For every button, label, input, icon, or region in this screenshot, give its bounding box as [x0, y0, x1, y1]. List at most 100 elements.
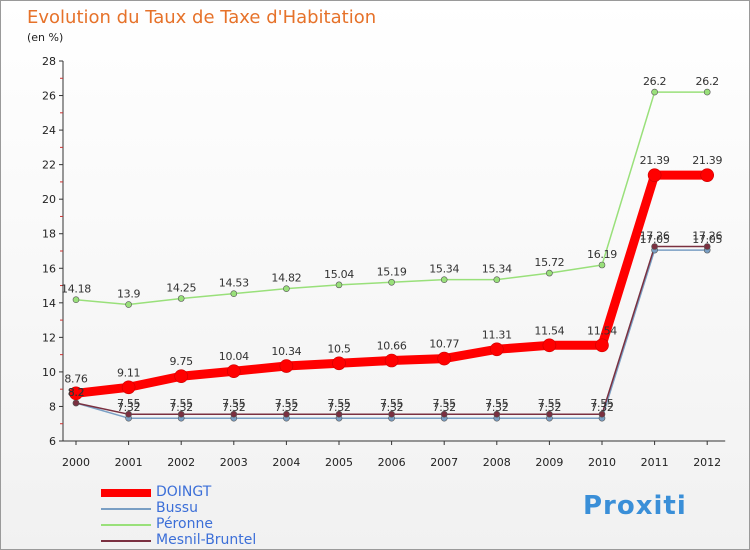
- data-label-mesnil-bruntel: 7.55: [538, 397, 562, 410]
- x-tick-label: 2005: [325, 456, 353, 469]
- data-label-mesnil-bruntel: 8.2: [68, 386, 85, 399]
- x-tick-label: 2010: [588, 456, 616, 469]
- data-label-doingt: 10.66: [377, 340, 407, 353]
- legend-label: DOINGT: [156, 484, 212, 500]
- point-mesnil-bruntel: [703, 243, 711, 250]
- point-doingt: [121, 380, 136, 395]
- point-mesnil-bruntel: [598, 410, 606, 418]
- x-tick-label: 2002: [167, 456, 195, 469]
- data-label-mesnil-bruntel: 7.55: [117, 397, 141, 410]
- data-label-doingt: 21.39: [692, 154, 722, 167]
- point-mesnil-bruntel: [651, 243, 658, 250]
- point-doingt: [647, 168, 662, 182]
- data-label-mesnil-bruntel: 7.55: [327, 397, 351, 410]
- y-tick-label: 18: [42, 228, 56, 241]
- data-label-doingt: 8.76: [64, 372, 88, 385]
- data-label-doingt: 21.39: [640, 154, 670, 167]
- x-tick-label: 2003: [220, 456, 248, 469]
- data-label-doingt: 11.31: [482, 328, 512, 341]
- legend-item-doingt: DOINGT: [101, 484, 321, 501]
- point-doingt: [69, 386, 83, 401]
- point-doingt: [227, 364, 241, 379]
- data-label-bussu: 7.32: [275, 401, 298, 414]
- data-label-mesnil-bruntel: 17.26: [640, 230, 670, 243]
- data-label-bussu: 17.05: [692, 233, 722, 246]
- data-label-p-ronne: 15.34: [429, 263, 459, 276]
- point-p-ronne: [546, 269, 553, 277]
- data-label-doingt: 10.5: [327, 342, 351, 355]
- data-label-bussu: 17.05: [640, 233, 670, 246]
- point-p-ronne: [651, 88, 658, 96]
- y-tick-label: 28: [42, 55, 56, 68]
- point-p-ronne: [335, 281, 343, 289]
- data-label-p-ronne: 14.82: [271, 272, 301, 285]
- data-label-mesnil-bruntel: 7.55: [275, 397, 299, 410]
- x-tick-label: 2009: [535, 456, 563, 469]
- point-p-ronne: [177, 295, 185, 302]
- data-label-doingt: 11.54: [587, 324, 617, 337]
- data-label-bussu: 7.32: [327, 401, 350, 414]
- y-tick-label: 14: [42, 297, 56, 310]
- point-p-ronne: [125, 301, 132, 308]
- data-label-bussu: 7.32: [117, 401, 140, 414]
- point-mesnil-bruntel: [283, 410, 290, 418]
- legend-swatch: [101, 508, 151, 510]
- data-label-bussu: 7.32: [170, 401, 193, 414]
- data-label-p-ronne: 15.19: [377, 265, 407, 278]
- data-label-p-ronne: 16.19: [587, 248, 617, 261]
- data-label-bussu: 7.32: [538, 401, 561, 414]
- point-mesnil-bruntel: [493, 410, 501, 418]
- data-label-p-ronne: 15.72: [534, 256, 564, 269]
- point-mesnil-bruntel: [230, 410, 238, 418]
- point-p-ronne: [440, 276, 448, 283]
- data-label-doingt: 10.04: [219, 350, 249, 363]
- legend-label: Péronne: [156, 516, 213, 532]
- legend-item-p-ronne: Péronne: [101, 516, 321, 533]
- data-label-doingt: 10.77: [429, 338, 459, 351]
- point-p-ronne: [230, 290, 238, 297]
- data-label-p-ronne: 26.2: [696, 75, 719, 88]
- data-label-doingt: 10.34: [271, 345, 301, 358]
- y-tick-label: 16: [42, 262, 56, 275]
- point-doingt: [332, 356, 346, 371]
- point-p-ronne: [493, 276, 501, 283]
- point-doingt: [384, 353, 399, 368]
- x-tick-label: 2000: [62, 456, 90, 469]
- data-label-p-ronne: 15.04: [324, 268, 354, 281]
- point-mesnil-bruntel: [177, 410, 185, 418]
- data-label-p-ronne: 14.25: [166, 282, 196, 295]
- data-label-bussu: 7.32: [222, 401, 245, 414]
- x-tick-label: 2012: [693, 456, 721, 469]
- point-mesnil-bruntel: [335, 410, 343, 418]
- data-label-bussu: 7.32: [380, 401, 403, 414]
- y-tick-label: 6: [49, 435, 56, 448]
- point-mesnil-bruntel: [125, 410, 132, 418]
- point-mesnil-bruntel: [546, 410, 553, 418]
- legend-swatch: [101, 524, 151, 526]
- y-tick-label: 26: [42, 90, 56, 103]
- legend: DOINGT Bussu Péronne Mesnil-Bruntel: [101, 484, 321, 549]
- point-p-ronne: [703, 88, 711, 96]
- chart-title: Evolution du Taux de Taxe d'Habitation: [27, 7, 377, 28]
- point-doingt: [595, 338, 609, 353]
- y-tick-label: 12: [42, 331, 56, 344]
- legend-swatch: [101, 540, 151, 542]
- y-tick-label: 8: [49, 400, 56, 413]
- data-label-p-ronne: 26.2: [643, 75, 666, 88]
- point-mesnil-bruntel: [440, 410, 448, 418]
- point-doingt: [437, 351, 452, 366]
- point-doingt: [700, 168, 715, 182]
- data-label-bussu: 7.32: [433, 401, 456, 414]
- data-label-doingt: 11.54: [534, 324, 564, 337]
- y-tick-label: 22: [42, 159, 56, 172]
- data-label-mesnil-bruntel: 7.55: [170, 397, 194, 410]
- y-tick-label: 20: [42, 193, 56, 206]
- x-tick-label: 2006: [378, 456, 406, 469]
- brand-logo: Proxiti: [583, 491, 687, 521]
- x-tick-label: 2007: [430, 456, 458, 469]
- data-label-mesnil-bruntel: 7.55: [380, 397, 404, 410]
- data-label-mesnil-bruntel: 7.55: [222, 397, 246, 410]
- data-label-p-ronne: 14.18: [61, 283, 91, 296]
- point-doingt: [489, 342, 504, 357]
- legend-label: Bussu: [156, 500, 198, 516]
